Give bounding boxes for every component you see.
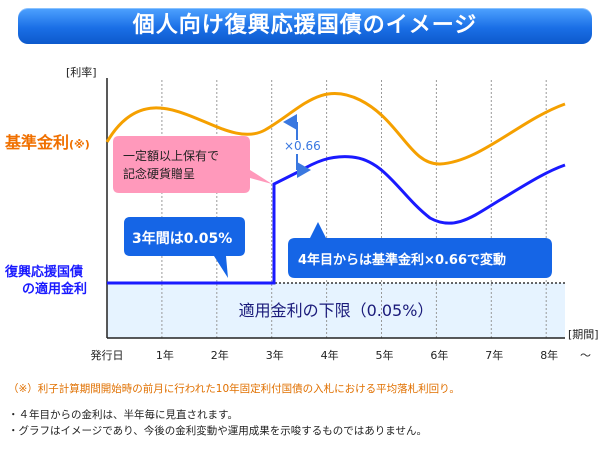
x-tick-label: 6年 xyxy=(430,348,448,362)
base-rate-line xyxy=(105,91,566,166)
x-tick-label: 発行日 xyxy=(91,348,124,362)
x-tick-labels: 発行日 1年 2年 3年 4年 5年 6年 7年 8年 xyxy=(91,348,559,362)
chart-area: [利率] [期間] 発行日 1年 2年 3年 4年 5年 6年 7年 8年 ～ 基準金利(※) … xyxy=(4,65,599,362)
from-year4-callout xyxy=(288,222,552,278)
floor-band xyxy=(107,283,565,338)
x-tick-label: 3年 xyxy=(266,348,284,362)
first-years-label: 3年間は0.05% xyxy=(132,230,232,247)
multiplier-label: ×0.66 xyxy=(284,139,321,153)
from-year4-label: 4年目からは基準金利×0.66で変動 xyxy=(298,252,506,268)
x-tick-label: 1年 xyxy=(156,348,174,362)
footnote-bullet-1: ・４年目からの金利は、半年毎に見直されます。 xyxy=(8,409,238,421)
legend-applied-line1: 復興応援国債 xyxy=(4,264,83,280)
x-tick-label: 8年 xyxy=(540,348,558,362)
x-tick-label: 2年 xyxy=(211,348,229,362)
legend-base-rate: 基準金利(※) xyxy=(4,133,90,152)
x-axis-label: [期間] xyxy=(568,328,599,341)
x-tick-label: 5年 xyxy=(376,348,394,362)
footnote-bullet-2: ・グラフはイメージであり、今後の金利変動や運用成果を示唆するものではありません。 xyxy=(8,425,427,437)
y-axis-label: [利率] xyxy=(66,65,97,79)
year-gridlines xyxy=(161,80,547,338)
applied-rate-line xyxy=(107,155,566,285)
gift-callout xyxy=(113,136,272,193)
first-years-callout xyxy=(124,217,245,278)
floor-label: 適用金利の下限（0.05%） xyxy=(239,301,434,320)
chart-title-bar: 個人向け復興応援国債のイメージ xyxy=(18,8,592,44)
x-axis-suffix: ～ xyxy=(580,349,591,362)
gift-callout-line1: 一定額以上保有で xyxy=(123,148,219,163)
x-tick-label: 7年 xyxy=(485,348,503,362)
footnotes: （※）利子計算期間開始時の前月に行われた10年固定利付国債の入札における平均落札… xyxy=(8,381,608,439)
footnote-main: （※）利子計算期間開始時の前月に行われた10年固定利付国債の入札における平均落札… xyxy=(8,383,460,395)
x-tick-label: 4年 xyxy=(321,348,339,362)
legend-applied-line2: の適用金利 xyxy=(22,281,87,297)
gift-callout-line2: 記念硬貨贈呈 xyxy=(123,166,195,181)
